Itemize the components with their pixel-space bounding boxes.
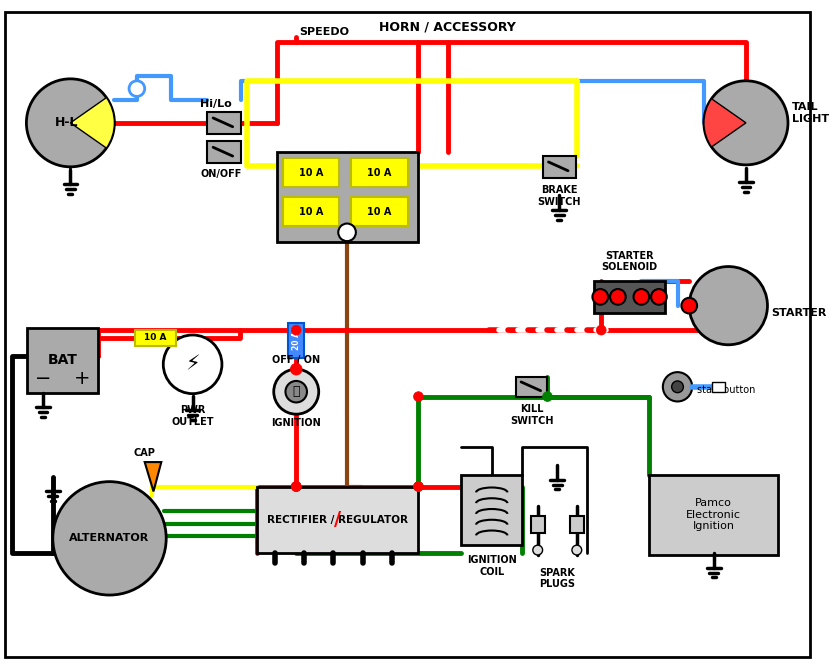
Text: +: + [74, 369, 90, 389]
FancyBboxPatch shape [351, 197, 408, 227]
Text: BRAKE
SWITCH: BRAKE SWITCH [537, 185, 581, 207]
Circle shape [414, 482, 424, 492]
Circle shape [592, 289, 608, 304]
FancyBboxPatch shape [208, 141, 240, 163]
Circle shape [634, 289, 649, 304]
FancyBboxPatch shape [289, 323, 304, 359]
Circle shape [285, 381, 307, 403]
Text: ON/OFF: ON/OFF [200, 169, 242, 179]
Circle shape [671, 381, 683, 393]
Text: RECTIFIER / REGULATOR: RECTIFIER / REGULATOR [267, 514, 408, 524]
Text: 10 A: 10 A [367, 207, 391, 217]
FancyBboxPatch shape [649, 475, 778, 555]
FancyBboxPatch shape [595, 281, 665, 312]
Text: H-L: H-L [55, 116, 78, 129]
Circle shape [291, 482, 301, 492]
Circle shape [651, 289, 666, 304]
Polygon shape [144, 462, 161, 492]
Text: 10 A: 10 A [144, 333, 167, 343]
FancyBboxPatch shape [28, 328, 98, 393]
Circle shape [291, 325, 301, 335]
FancyBboxPatch shape [516, 377, 547, 397]
Text: TAIL
LIGHT: TAIL LIGHT [792, 102, 829, 124]
Circle shape [290, 363, 302, 375]
Circle shape [129, 81, 144, 96]
Circle shape [610, 289, 626, 304]
Circle shape [414, 482, 424, 492]
FancyBboxPatch shape [283, 158, 339, 187]
Circle shape [291, 482, 301, 492]
FancyBboxPatch shape [543, 156, 575, 177]
FancyBboxPatch shape [257, 486, 419, 553]
Text: HORN / ACCESSORY: HORN / ACCESSORY [379, 21, 516, 33]
Circle shape [543, 391, 552, 401]
Text: CAP: CAP [133, 448, 156, 458]
Text: 🔑: 🔑 [293, 385, 300, 398]
Text: IGNITION
COIL: IGNITION COIL [467, 555, 516, 577]
Text: Hi/Lo: Hi/Lo [200, 99, 232, 109]
Text: OFF / ON: OFF / ON [272, 355, 320, 365]
FancyBboxPatch shape [208, 112, 240, 134]
Circle shape [291, 482, 301, 492]
Text: KILL
SWITCH: KILL SWITCH [510, 404, 554, 426]
Circle shape [572, 545, 581, 555]
Circle shape [339, 223, 356, 241]
FancyBboxPatch shape [570, 516, 584, 533]
FancyBboxPatch shape [351, 158, 408, 187]
Text: −: − [35, 369, 51, 389]
Text: Pamco
Electronic
Ignition: Pamco Electronic Ignition [686, 498, 741, 531]
Text: 10 A: 10 A [299, 207, 323, 217]
Text: 10 A: 10 A [367, 168, 391, 178]
Circle shape [681, 298, 697, 314]
Circle shape [533, 545, 543, 555]
FancyBboxPatch shape [711, 382, 726, 391]
FancyBboxPatch shape [277, 152, 419, 242]
FancyBboxPatch shape [5, 12, 811, 657]
Circle shape [163, 335, 222, 393]
Circle shape [414, 391, 424, 401]
Circle shape [27, 79, 114, 167]
Circle shape [689, 266, 767, 345]
Text: IGNITION: IGNITION [271, 418, 321, 428]
Text: PWR
OUTLET: PWR OUTLET [171, 405, 214, 427]
Text: BAT: BAT [48, 353, 78, 367]
Circle shape [53, 482, 166, 595]
Text: SPEEDO: SPEEDO [299, 27, 349, 37]
Circle shape [596, 325, 606, 335]
Text: start button: start button [697, 385, 756, 395]
Text: STARTER
SOLENOID: STARTER SOLENOID [601, 251, 658, 272]
Text: ALTERNATOR: ALTERNATOR [69, 533, 149, 543]
FancyBboxPatch shape [531, 516, 545, 533]
Text: STARTER: STARTER [771, 308, 826, 318]
Wedge shape [70, 98, 114, 148]
Wedge shape [704, 99, 746, 147]
Circle shape [663, 372, 692, 401]
Text: 10 A: 10 A [299, 168, 323, 178]
Text: ⚡: ⚡ [185, 355, 200, 375]
Text: 20 A: 20 A [292, 331, 301, 351]
Circle shape [704, 81, 788, 165]
FancyBboxPatch shape [283, 197, 339, 227]
Text: SPARK
PLUGS: SPARK PLUGS [540, 568, 575, 589]
Text: /: / [334, 510, 341, 529]
Circle shape [274, 369, 319, 414]
FancyBboxPatch shape [461, 475, 522, 545]
FancyBboxPatch shape [135, 330, 176, 346]
